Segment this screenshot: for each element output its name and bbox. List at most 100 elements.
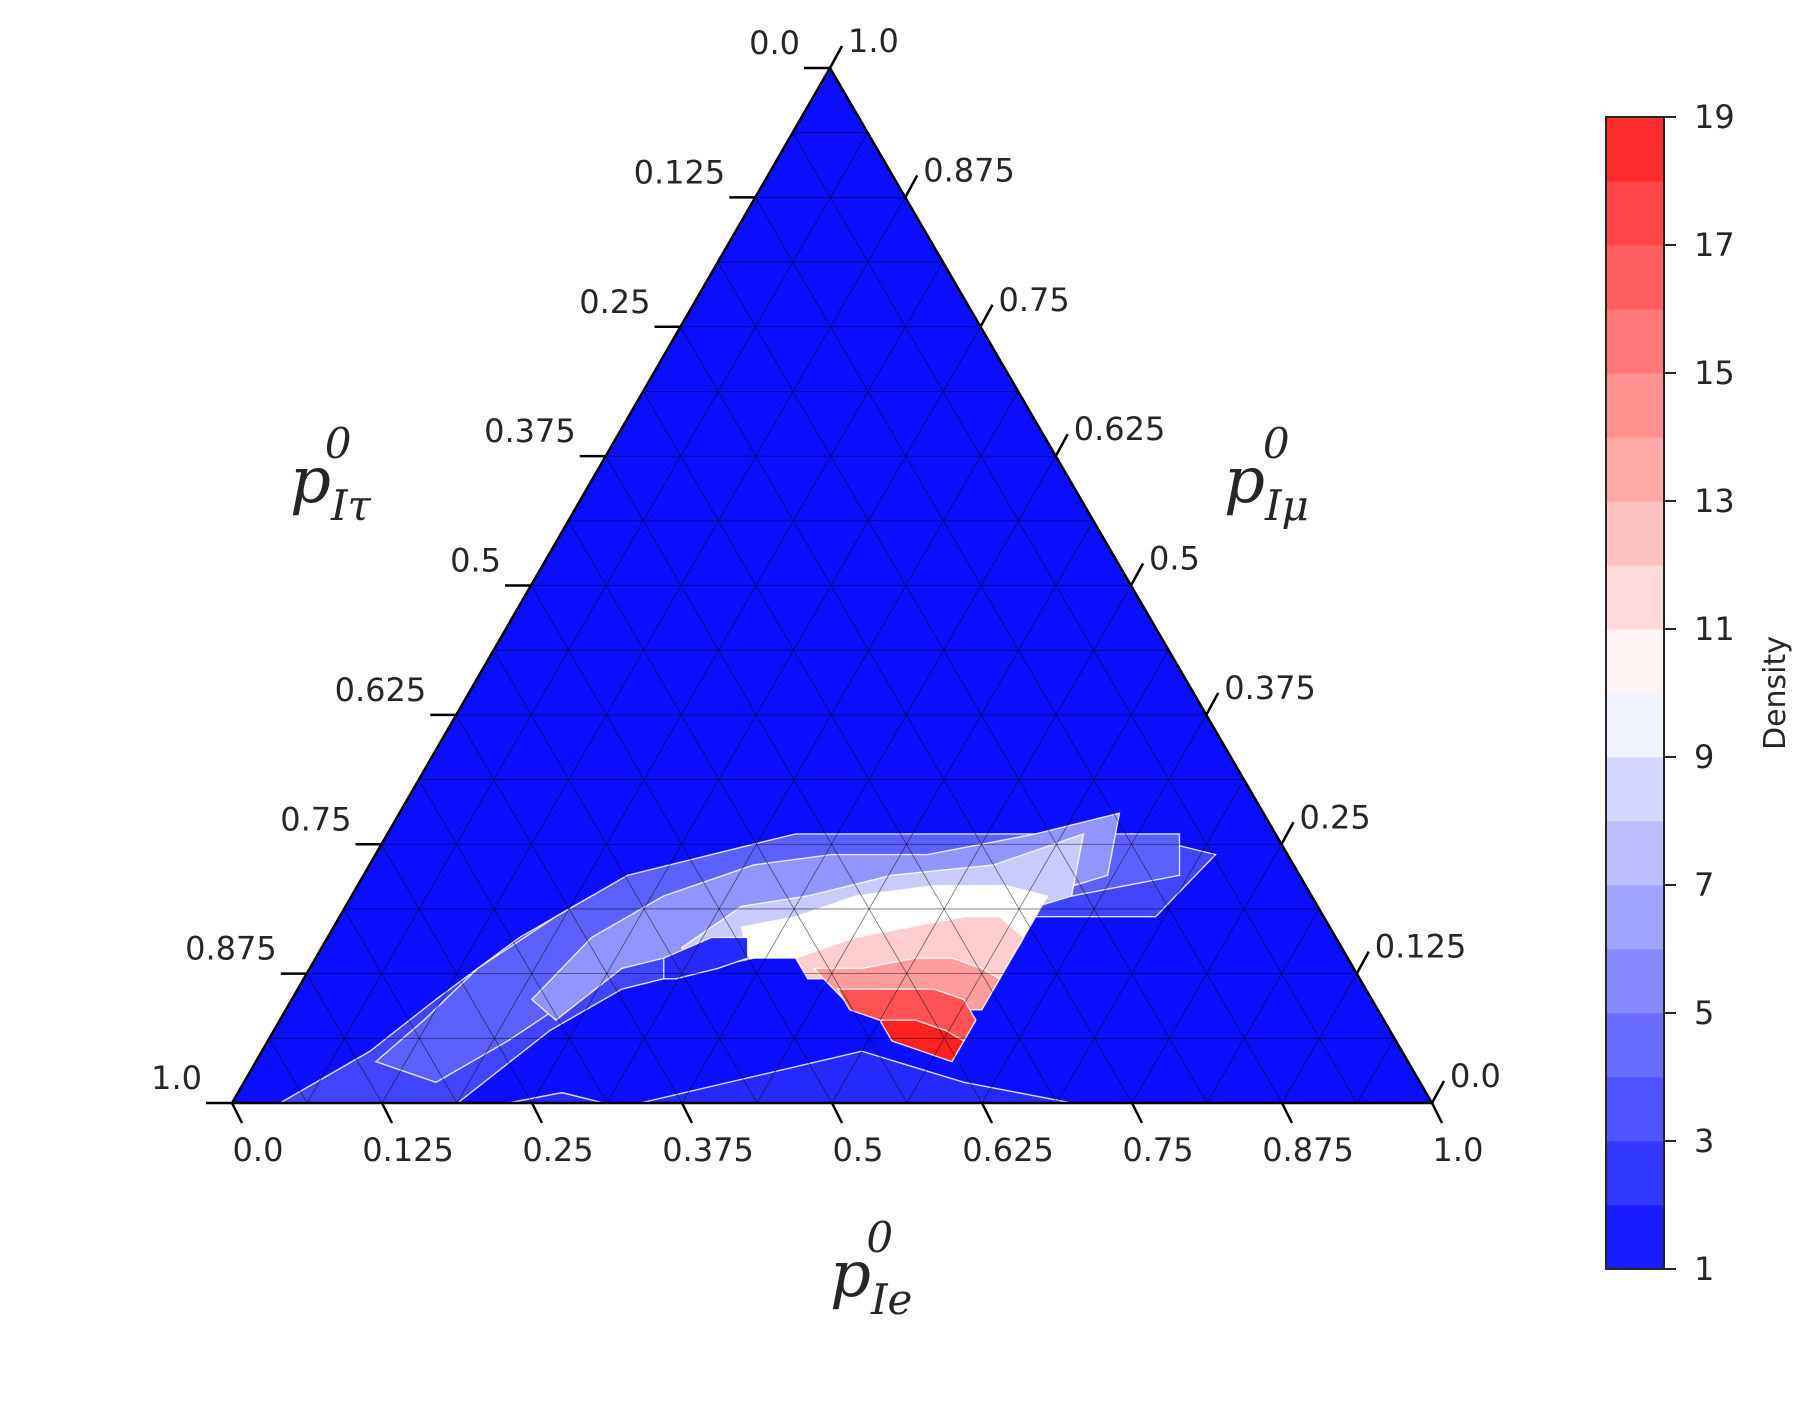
- colorbar-tick-label: 17: [1694, 226, 1735, 264]
- bottom-axis-tick: [1430, 1102, 1444, 1124]
- bottom-axis-title-sup: 0: [866, 1213, 893, 1262]
- colorbar-swatch: [1606, 1077, 1664, 1142]
- colorbar-swatches: [1606, 117, 1664, 1270]
- bottom-axis-tick: [380, 1102, 394, 1124]
- left-axis-tick-label: 0.625: [335, 671, 427, 709]
- bottom-axis-tick: [1130, 1102, 1144, 1124]
- ternary-grid: [269, 132, 1395, 1103]
- right-axis-title-main: p: [1224, 444, 1265, 518]
- colorbar-tick-label: 15: [1694, 354, 1735, 392]
- grid-line: [717, 261, 1208, 1103]
- density-region-level-2: [256, 1050, 1408, 1103]
- bottom-axis-title: pIe 0: [830, 1213, 912, 1324]
- left-axis-title-sup: 0: [325, 419, 352, 468]
- colorbar-swatch: [1606, 693, 1664, 758]
- bottom-axis-tick-label: 0.375: [662, 1131, 754, 1169]
- colorbar-tick-label: 9: [1694, 738, 1714, 776]
- bottom-axis-tick-label: 0.25: [522, 1131, 593, 1169]
- right-axis-tick-label: 0.5: [1149, 540, 1200, 578]
- density-region-level-17: [836, 988, 977, 1042]
- colorbar-swatch: [1606, 373, 1664, 438]
- right-axis-tick-label: 0.125: [1375, 928, 1467, 966]
- left-axis-tick-label: 0.375: [484, 412, 576, 450]
- left-axis-tick-label: 1.0: [151, 1059, 202, 1097]
- right-axis-title-sup: 0: [1263, 419, 1290, 468]
- right-axis-tick: [1129, 562, 1145, 587]
- left-axis-tick-label: 0.25: [579, 283, 650, 321]
- grid-line: [306, 132, 868, 1103]
- right-axis-title-sub: Iμ: [1264, 481, 1309, 530]
- left-axis-tick-label: 0.125: [634, 153, 726, 191]
- colorbar-swatch: [1606, 949, 1664, 1014]
- grid-line: [906, 649, 1169, 1103]
- right-axis-tick: [1355, 951, 1370, 975]
- grid-line: [269, 1038, 308, 1103]
- right-axis-tick-label: 0.875: [923, 151, 1015, 189]
- colorbar-frame: [1605, 116, 1665, 1270]
- right-axis-title: pIμ 0: [1224, 419, 1309, 530]
- colorbar-swatch: [1606, 629, 1664, 694]
- right-axis-tick-label: 0.625: [1074, 410, 1166, 448]
- colorbar-tick-label: 7: [1694, 866, 1714, 904]
- left-axis-tick-label: 0.75: [280, 800, 351, 838]
- right-axis-tick-label: 0.25: [1300, 798, 1371, 836]
- colorbar-swatch: [1606, 181, 1664, 246]
- bottom-axis-tick: [1280, 1102, 1294, 1124]
- colorbar-title: Density: [1758, 636, 1793, 750]
- right-axis-tick: [1280, 821, 1295, 845]
- left-axis-tick-label: 0.0: [749, 24, 800, 62]
- plot-area: [232, 68, 1432, 1103]
- left-axis-title: pIτ 0: [290, 419, 372, 530]
- right-axis-tick-label: 0.375: [1224, 669, 1316, 707]
- colorbar-swatch: [1606, 1013, 1664, 1078]
- colorbar-swatch: [1606, 309, 1664, 374]
- right-axis-tick: [828, 45, 844, 69]
- colorbar-tick-label: 5: [1694, 994, 1714, 1032]
- right-axis-tick: [904, 174, 919, 198]
- bottom-axis-tick: [680, 1102, 694, 1124]
- axis-ticks: 0.0 0.0 0.0 0.125 0.125 0.125 0.25 0.25 0.25 0.37…: [151, 22, 1501, 1169]
- bottom-axis-tick-label: 0.625: [962, 1131, 1054, 1169]
- bottom-axis-tick-label: 0.125: [362, 1131, 454, 1169]
- grid-line: [792, 132, 1358, 1103]
- colorbar-tick-label: 1: [1694, 1250, 1714, 1288]
- bottom-axis-tick-label: 0.875: [1262, 1131, 1354, 1169]
- colorbar-swatch: [1606, 501, 1664, 566]
- grid-line: [343, 908, 458, 1103]
- colorbar-tick-label: 19: [1694, 98, 1735, 136]
- grid-line: [418, 779, 608, 1103]
- left-axis-tick-label: 0.875: [185, 930, 277, 968]
- grid-line: [1056, 779, 1245, 1103]
- bottom-axis-tick: [230, 1102, 244, 1124]
- colorbar-swatch: [1606, 821, 1664, 886]
- colorbar-swatch: [1606, 757, 1664, 822]
- bottom-axis-tick: [530, 1102, 544, 1124]
- left-axis-title-main: p: [290, 444, 331, 518]
- left-axis-tick-label: 0.5: [450, 542, 501, 580]
- grid-line: [606, 391, 1019, 1103]
- colorbar-tick-label: 3: [1694, 1122, 1714, 1160]
- bottom-axis-title-sub: Ie: [870, 1275, 912, 1324]
- grid-line: [568, 520, 908, 1103]
- grid-line: [756, 520, 1094, 1103]
- colorbar-swatch: [1606, 437, 1664, 502]
- bottom-axis-tick: [980, 1102, 994, 1124]
- colorbar-swatch: [1606, 1205, 1664, 1270]
- bottom-axis-tick-label: 0.75: [1122, 1131, 1193, 1169]
- colorbar-swatch: [1606, 117, 1664, 182]
- right-axis-tick-label: 0.0: [1450, 1057, 1501, 1095]
- grid-line: [456, 261, 944, 1103]
- colorbar-swatch: [1606, 885, 1664, 950]
- right-axis-tick: [1205, 692, 1220, 716]
- left-axis-title-sub: Iτ: [330, 481, 372, 530]
- grid-line: [642, 391, 1058, 1103]
- colorbar-swatch: [1606, 245, 1664, 310]
- grid-line: [1206, 908, 1320, 1103]
- colorbar-tick-label: 13: [1694, 482, 1735, 520]
- right-axis-tick-label: 1.0: [848, 22, 899, 60]
- density-region-level-19: [878, 1019, 965, 1063]
- grid-line: [1356, 1038, 1395, 1103]
